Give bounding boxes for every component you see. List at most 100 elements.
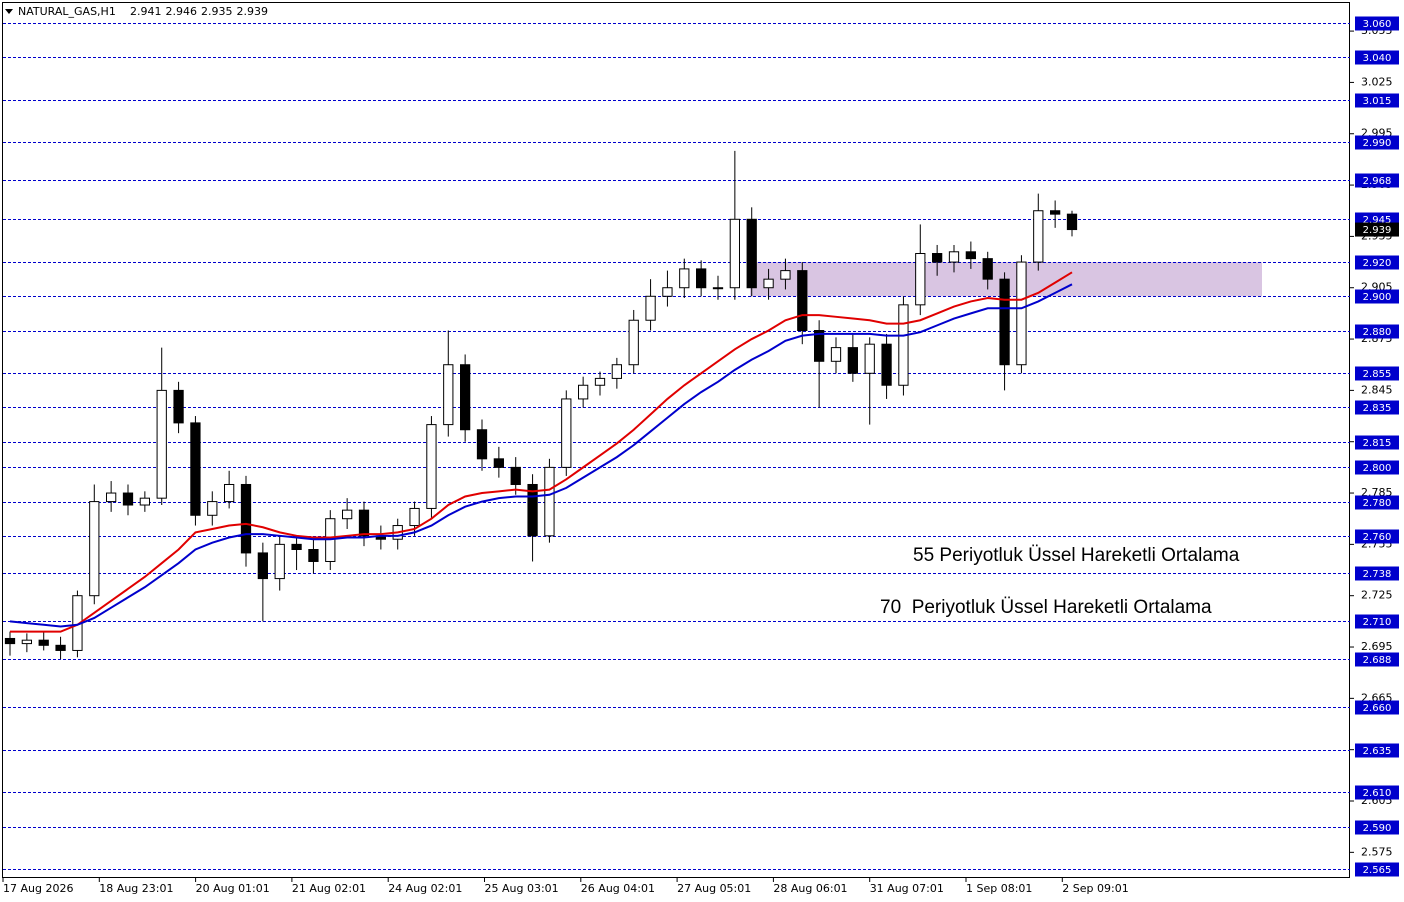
level-box bbox=[1355, 614, 1399, 629]
candle-body bbox=[864, 343, 875, 374]
level-box bbox=[1355, 700, 1399, 715]
candle-body bbox=[257, 552, 268, 580]
candle-body bbox=[274, 543, 285, 580]
candle-body bbox=[1066, 213, 1078, 231]
candle-body bbox=[173, 389, 184, 424]
current-price-label: 2.939 bbox=[1363, 225, 1392, 236]
level-box bbox=[1355, 400, 1399, 415]
level-label: 2.660 bbox=[1363, 703, 1392, 714]
level-box bbox=[1355, 173, 1399, 188]
x-tick-label: 25 Aug 03:01 bbox=[485, 882, 559, 895]
candle-body bbox=[224, 483, 235, 503]
menu-triangle[interactable] bbox=[5, 9, 13, 14]
level-label: 2.635 bbox=[1363, 746, 1392, 757]
level-label: 2.900 bbox=[1363, 292, 1392, 303]
candle-body bbox=[932, 253, 943, 263]
candle-body bbox=[21, 639, 32, 645]
level-box bbox=[1355, 50, 1399, 65]
level-box bbox=[1355, 324, 1399, 339]
candle-body bbox=[544, 466, 555, 537]
candle-body bbox=[948, 251, 960, 263]
candle-body bbox=[493, 458, 504, 468]
candle-body bbox=[696, 268, 707, 289]
level-box bbox=[1355, 495, 1399, 510]
y-tick-label: 2.725 bbox=[1361, 589, 1393, 602]
candle-body bbox=[308, 549, 319, 562]
ohlc-value: 2.939 bbox=[237, 5, 269, 18]
level-box bbox=[1355, 785, 1399, 800]
candle-body bbox=[4, 637, 16, 645]
candle-body bbox=[89, 501, 100, 597]
candle-body bbox=[830, 347, 842, 362]
annotation: 55 Periyotluk Üssel Hareketli Ortalama bbox=[913, 545, 1240, 566]
candle-body bbox=[982, 258, 993, 280]
candle-body bbox=[746, 218, 757, 289]
candle-body bbox=[628, 319, 639, 366]
x-tick-label: 26 Aug 04:01 bbox=[581, 882, 655, 895]
x-tick-label: 27 Aug 05:01 bbox=[677, 882, 751, 895]
candle-body bbox=[712, 287, 724, 290]
x-tick-label: 17 Aug 2026 bbox=[3, 882, 73, 895]
candle-body bbox=[156, 389, 167, 499]
candle-body bbox=[460, 364, 471, 431]
x-tick-label: 18 Aug 23:01 bbox=[99, 882, 173, 895]
current-price-box bbox=[1355, 222, 1399, 237]
candle-body bbox=[915, 253, 926, 306]
candle-body bbox=[780, 270, 791, 280]
y-tick-label: 3.025 bbox=[1361, 75, 1393, 88]
candle-body bbox=[291, 543, 302, 550]
x-tick-label: 21 Aug 02:01 bbox=[292, 882, 366, 895]
candle-body bbox=[847, 347, 858, 374]
candle-body bbox=[426, 424, 437, 509]
level-box bbox=[1355, 652, 1399, 667]
level-label: 2.855 bbox=[1363, 369, 1392, 380]
candle-body bbox=[965, 251, 976, 260]
candle-body bbox=[510, 466, 521, 485]
x-tick-label: 31 Aug 07:01 bbox=[870, 882, 944, 895]
candle-body bbox=[139, 497, 150, 506]
ohlc-value: 2.946 bbox=[166, 5, 198, 18]
level-box bbox=[1355, 255, 1399, 270]
level-label: 2.688 bbox=[1363, 655, 1392, 666]
annotation: 70 Periyotluk Üssel Hareketli Ortalama bbox=[880, 597, 1212, 618]
level-box bbox=[1355, 743, 1399, 758]
level-box bbox=[1355, 16, 1399, 31]
x-tick-label: 1 Sep 08:01 bbox=[966, 882, 1032, 895]
level-label: 2.945 bbox=[1363, 215, 1392, 226]
candle-body bbox=[999, 278, 1010, 366]
level-box bbox=[1355, 566, 1399, 581]
level-label: 3.015 bbox=[1363, 96, 1392, 107]
level-label: 2.738 bbox=[1363, 569, 1392, 580]
candle-body bbox=[190, 422, 201, 516]
plot-frame bbox=[2, 2, 1350, 878]
level-label: 2.710 bbox=[1363, 617, 1392, 628]
candle-body bbox=[881, 343, 892, 386]
level-box bbox=[1355, 460, 1399, 475]
ohlc-value: 2.935 bbox=[201, 5, 233, 18]
level-label: 2.968 bbox=[1363, 176, 1392, 187]
ema-line bbox=[9, 283, 1073, 628]
candle-body bbox=[679, 268, 690, 289]
level-box bbox=[1355, 93, 1399, 108]
level-label: 2.800 bbox=[1363, 463, 1392, 474]
candle-body bbox=[645, 295, 656, 321]
level-label: 3.040 bbox=[1363, 53, 1392, 64]
candle-body bbox=[814, 330, 825, 362]
x-tick-label: 24 Aug 02:01 bbox=[388, 882, 462, 895]
ema-line bbox=[10, 271, 1073, 633]
candle-body bbox=[106, 492, 117, 503]
candle-body bbox=[342, 509, 353, 520]
candle-body bbox=[662, 287, 673, 297]
ohlc-value: 2.941 bbox=[130, 5, 162, 18]
level-box bbox=[1355, 289, 1399, 304]
candle-body bbox=[55, 644, 66, 651]
level-box bbox=[1355, 529, 1399, 544]
level-label: 2.610 bbox=[1363, 788, 1392, 799]
candle-body bbox=[1033, 210, 1044, 263]
candle-body bbox=[561, 398, 572, 468]
candle-body bbox=[594, 377, 606, 386]
level-box bbox=[1355, 366, 1399, 381]
candle-body bbox=[729, 218, 740, 289]
